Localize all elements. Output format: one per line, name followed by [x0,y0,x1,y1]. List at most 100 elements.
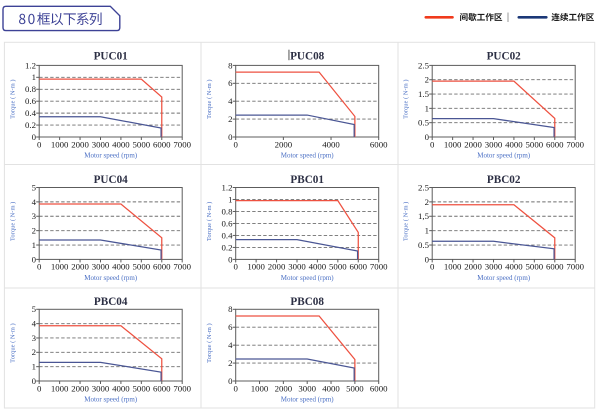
svg-text:Torque ( N-m ): Torque ( N-m ) [10,79,17,118]
svg-text:5000: 5000 [329,262,347,272]
svg-text:3000: 3000 [485,139,503,149]
svg-text:6000: 6000 [546,262,564,272]
svg-text:PBC04: PBC04 [94,296,128,308]
svg-text:Torque ( N-m ): Torque ( N-m ) [206,323,213,362]
svg-text:6000: 6000 [370,383,388,393]
svg-text:0: 0 [233,383,238,393]
svg-text:4000: 4000 [112,262,130,272]
svg-text:2.5: 2.5 [418,60,430,70]
svg-text:0: 0 [228,376,233,386]
svg-text:5: 5 [32,182,37,192]
svg-text:Motor speed (rpm): Motor speed (rpm) [281,151,335,159]
svg-text:6000: 6000 [153,383,171,393]
svg-text:PUC08: PUC08 [290,51,325,63]
svg-text:4000: 4000 [322,383,340,393]
svg-text:2000: 2000 [71,383,89,393]
svg-text:6000: 6000 [370,139,388,149]
svg-text:0: 0 [37,139,42,149]
svg-text:6000: 6000 [153,139,171,149]
svg-text:2000: 2000 [275,139,293,149]
svg-text:0: 0 [430,262,435,272]
svg-text:1: 1 [425,226,429,236]
svg-text:2000: 2000 [275,383,293,393]
svg-text:2000: 2000 [464,262,482,272]
svg-text:0: 0 [228,254,233,264]
svg-text:Motor speed (rpm): Motor speed (rpm) [477,274,531,282]
svg-text:Torque ( N-m ): Torque ( N-m ) [10,202,17,241]
svg-text:0.6: 0.6 [25,96,37,106]
svg-text:1000: 1000 [247,262,265,272]
svg-text:1000: 1000 [51,139,69,149]
svg-text:2: 2 [425,75,429,85]
svg-text:Motor speed (rpm): Motor speed (rpm) [477,151,531,159]
svg-text:2: 2 [228,114,232,124]
svg-text:4000: 4000 [112,383,130,393]
svg-text:2000: 2000 [71,262,89,272]
svg-text:PUC04: PUC04 [94,174,129,186]
svg-text:PBC02: PBC02 [487,174,521,186]
svg-text:7000: 7000 [370,262,388,272]
svg-text:6000: 6000 [349,262,367,272]
svg-text:4: 4 [228,340,233,350]
svg-text:0: 0 [37,262,42,272]
svg-text:0: 0 [233,139,238,149]
svg-text:5000: 5000 [133,262,151,272]
svg-text:5000: 5000 [526,139,544,149]
svg-text:2.5: 2.5 [418,182,430,192]
svg-text:7000: 7000 [566,262,584,272]
svg-text:2000: 2000 [71,139,89,149]
svg-text:Motor speed (rpm): Motor speed (rpm) [84,395,138,403]
svg-text:6000: 6000 [153,262,171,272]
svg-text:6: 6 [228,78,233,88]
svg-text:1: 1 [32,72,36,82]
svg-text:Motor speed (rpm): Motor speed (rpm) [281,395,335,403]
svg-text:Motor speed (rpm): Motor speed (rpm) [84,274,138,282]
svg-text:4000: 4000 [505,262,523,272]
svg-text:2: 2 [32,347,36,357]
svg-text:0: 0 [37,383,42,393]
svg-text:0.2: 0.2 [25,120,36,130]
svg-text:3000: 3000 [485,262,503,272]
svg-text:Torque ( N-m ): Torque ( N-m ) [206,79,213,118]
svg-text:Torque ( N-m ): Torque ( N-m ) [10,323,17,362]
svg-text:Motor speed (rpm): Motor speed (rpm) [84,151,138,159]
svg-text:0: 0 [425,132,430,142]
svg-text:6: 6 [228,322,233,332]
svg-text:4: 4 [32,197,37,207]
svg-text:3000: 3000 [288,262,306,272]
svg-text:0: 0 [32,254,37,264]
svg-text:0.6: 0.6 [222,218,234,228]
svg-text:0: 0 [425,254,430,264]
svg-text:7000: 7000 [173,139,191,149]
svg-text:1: 1 [32,362,36,372]
svg-text:8: 8 [228,304,233,314]
svg-text:5: 5 [32,304,37,314]
svg-text:5000: 5000 [133,139,151,149]
svg-text:Torque ( N-m ): Torque ( N-m ) [403,79,410,118]
svg-text:2: 2 [425,197,429,207]
svg-text:4000: 4000 [309,262,327,272]
svg-text:0.5: 0.5 [418,118,430,128]
svg-text:1000: 1000 [51,262,69,272]
svg-text:7000: 7000 [566,139,584,149]
svg-text:7000: 7000 [173,383,191,393]
svg-text:Motor speed (rpm): Motor speed (rpm) [281,274,335,282]
svg-text:2: 2 [228,358,232,368]
svg-text:1,5: 1,5 [418,211,430,221]
svg-text:Torque ( N-m ): Torque ( N-m ) [403,202,410,241]
svg-text:1: 1 [228,194,232,204]
svg-text:0.4: 0.4 [222,230,234,240]
svg-text:2: 2 [32,226,36,236]
svg-text:PBC01: PBC01 [290,174,324,186]
svg-text:0: 0 [430,139,435,149]
svg-text:0.8: 0.8 [25,84,37,94]
svg-text:4000: 4000 [322,139,340,149]
svg-text:4000: 4000 [112,139,130,149]
svg-text:7000: 7000 [173,262,191,272]
svg-text:3000: 3000 [92,383,110,393]
svg-text:6000: 6000 [546,139,564,149]
svg-text:1.5: 1.5 [418,89,430,99]
svg-text:PUC02: PUC02 [487,51,522,63]
svg-text:1000: 1000 [444,139,462,149]
svg-text:1.2: 1.2 [222,182,233,192]
